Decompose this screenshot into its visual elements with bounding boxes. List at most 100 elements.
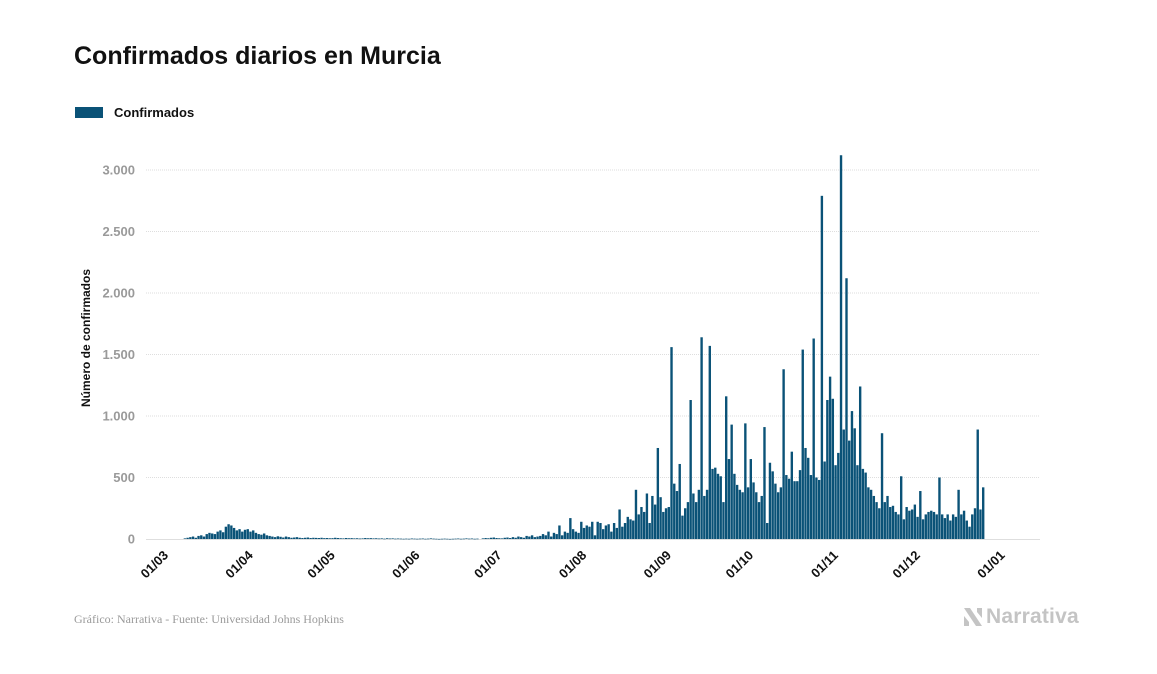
bar (555, 534, 558, 539)
bar (519, 537, 523, 539)
bar (317, 538, 321, 539)
bar (621, 526, 624, 539)
bar (924, 514, 927, 539)
bar (230, 525, 233, 539)
bar (473, 538, 476, 540)
bar (883, 502, 886, 539)
bar (889, 507, 892, 539)
bar (533, 537, 537, 539)
bar (468, 538, 471, 540)
bar (353, 538, 356, 539)
bar (642, 511, 646, 539)
bar (612, 523, 616, 539)
bar (705, 489, 709, 539)
bar (768, 462, 772, 539)
bar (861, 468, 865, 539)
bar (850, 411, 854, 539)
bar (202, 536, 206, 539)
bar (243, 529, 247, 539)
bar (878, 508, 881, 539)
bar (686, 502, 690, 539)
bar (309, 538, 312, 539)
bar (919, 491, 922, 539)
bar (801, 349, 804, 539)
x-tick-label: 01/12 (889, 548, 923, 582)
bar (252, 530, 255, 539)
bar (626, 516, 629, 539)
bar (935, 514, 938, 539)
bar (653, 504, 657, 539)
bar (629, 519, 632, 539)
bar (558, 525, 561, 539)
bar (763, 427, 766, 539)
legend-label: Confirmados (114, 104, 195, 120)
bar (476, 538, 479, 540)
bar (853, 428, 856, 539)
bar (749, 459, 752, 539)
bar (492, 537, 495, 539)
bar (941, 514, 944, 539)
bar (957, 489, 960, 539)
bar (632, 520, 635, 539)
bar (457, 538, 460, 540)
bar (645, 493, 649, 539)
bar (303, 537, 307, 539)
legend-swatch (75, 106, 103, 118)
chart-plot: 0 500 1.000 1.500 2.000 2.500 3.000 01/03 01/04… (79, 155, 1040, 582)
bar (566, 532, 569, 539)
bar (771, 471, 774, 539)
bar (391, 538, 394, 539)
bar (880, 433, 884, 539)
bar (323, 538, 326, 539)
bar (757, 502, 761, 539)
bar (659, 497, 662, 539)
x-tick-label: 01/10 (723, 548, 757, 582)
bar (891, 505, 895, 539)
bar (306, 537, 310, 539)
bar (265, 535, 269, 539)
bar (336, 538, 340, 539)
bar (377, 538, 381, 540)
bar (897, 514, 900, 539)
bar (779, 487, 783, 539)
bar (965, 520, 968, 539)
bar (954, 516, 958, 539)
bar (798, 470, 802, 539)
bar (599, 523, 602, 539)
bar (399, 538, 403, 540)
bar (735, 484, 739, 539)
bar (301, 538, 304, 539)
bar (481, 538, 485, 539)
bar (831, 398, 835, 539)
bar (716, 473, 720, 539)
bar (530, 535, 534, 539)
bar (246, 529, 249, 539)
bar (842, 429, 845, 539)
y-tick-label: 3.000 (102, 163, 135, 178)
bar (197, 535, 200, 539)
bar (525, 535, 528, 539)
bar (402, 538, 405, 540)
bar (834, 465, 837, 539)
bar (511, 537, 515, 539)
bar (216, 531, 219, 539)
bar (678, 463, 681, 539)
bar (569, 518, 572, 539)
bar (711, 468, 714, 539)
bar (738, 489, 742, 539)
bar (817, 479, 821, 539)
y-axis-ticks: 0 500 1.000 1.500 2.000 2.500 3.000 (102, 163, 135, 547)
legend: Confirmados (75, 104, 194, 120)
y-tick-label: 1.000 (102, 409, 135, 424)
bar (623, 523, 627, 539)
bar (394, 538, 397, 540)
bar (295, 537, 299, 539)
bar (416, 538, 419, 540)
bar (328, 538, 331, 539)
bar-series-confirmados (183, 155, 985, 540)
bar (932, 511, 936, 539)
x-tick-label: 01/01 (974, 548, 1008, 582)
bar (448, 538, 452, 540)
bar (790, 451, 794, 539)
bar (560, 535, 564, 539)
